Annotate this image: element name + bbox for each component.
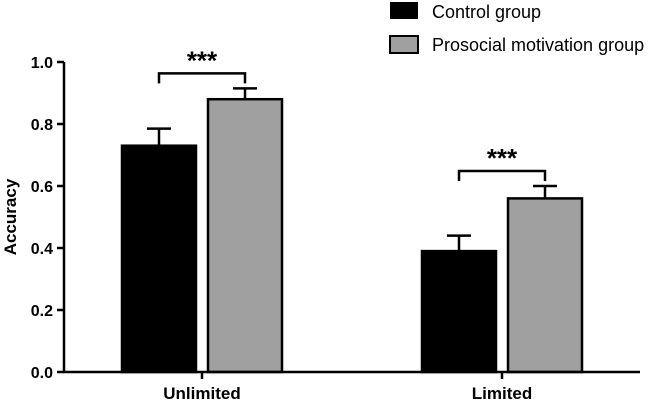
y-tick-label: 1.0: [31, 55, 53, 72]
legend-swatch-prosocial: [389, 35, 419, 54]
y-axis-title: Accuracy: [1, 178, 20, 255]
bars-group: [120, 97, 584, 374]
x-category-label: Unlimited: [163, 384, 240, 403]
legend: Control group Prosocial motivation group: [389, 2, 644, 55]
legend-label-control: Control group: [432, 2, 541, 22]
bar-prosocial-limited: [506, 197, 584, 374]
y-tick-label: 0.2: [31, 303, 53, 320]
y-tick-label: 0.0: [31, 365, 53, 382]
legend-swatch-control: [390, 2, 418, 19]
bar-prosocial-unlimited: [206, 97, 284, 374]
legend-label-prosocial: Prosocial motivation group: [432, 35, 644, 55]
error-bars-group: [147, 87, 557, 252]
significance-label: ***: [487, 143, 518, 173]
y-axis: 0.0 0.2 0.4 0.6 0.8 1.0: [31, 55, 66, 382]
y-tick-label: 0.4: [31, 241, 53, 258]
significance-label: ***: [187, 45, 218, 75]
bar-control-limited: [420, 249, 498, 374]
significance-group: *** ***: [157, 45, 547, 181]
x-axis: Unlimited Limited: [63, 370, 640, 403]
significance-bracket: [157, 72, 247, 84]
y-tick-label: 0.8: [31, 117, 53, 134]
x-category-label: Limited: [472, 384, 532, 403]
y-tick-label: 0.6: [31, 179, 53, 196]
significance-bracket: [457, 169, 547, 181]
bar-control-unlimited: [120, 144, 198, 374]
